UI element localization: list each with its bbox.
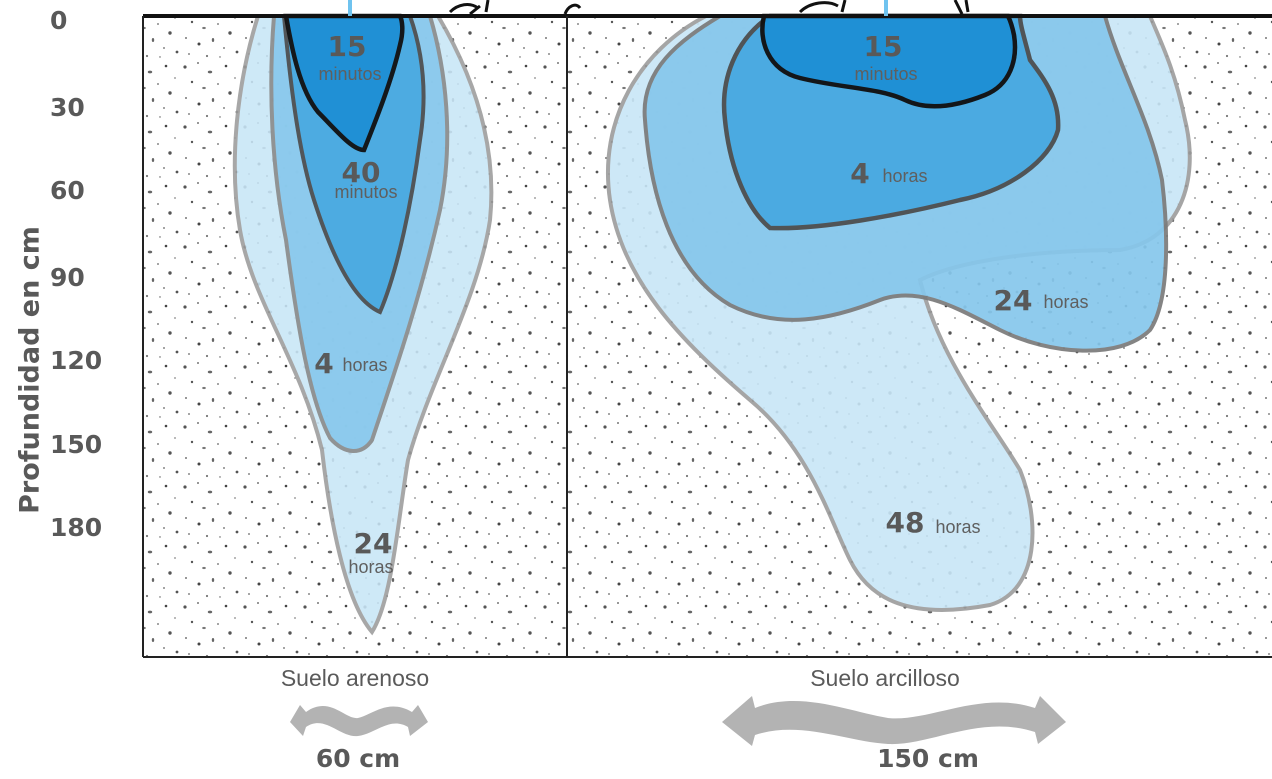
clay-emitter-icon [563,0,970,15]
sandy-width-label: 60 cm [315,744,401,773]
sandy-soil-label: Suelo arenoso [280,665,430,691]
y-axis-title: Profundidad en cm [14,226,46,514]
depth-tick-0: 0 [50,6,68,35]
clay-soil-plume [605,13,1192,612]
sandy-4h-value: 4 [314,347,333,380]
clay-width-label: 150 cm [877,744,979,773]
sandy-soil-plume [232,13,494,636]
sandy-24h-value: 24 [354,527,393,560]
sandy-15min-zone [283,13,405,153]
sandy-4h-unit: horas [342,355,387,375]
depth-tick-90: 90 [50,263,85,292]
sandy-width-arrow [290,705,428,737]
clay-24h-unit: horas [1043,292,1088,312]
clay-4h-value: 4 [850,157,869,190]
clay-48h-value: 48 [886,506,925,539]
depth-tick-180: 180 [50,513,103,542]
sandy-24h-unit: horas [348,557,393,577]
sandy-emitter-icon [448,0,490,16]
sandy-40min-unit: minutos [334,182,397,202]
clay-soil-label: Suelo arcilloso [810,665,960,691]
sandy-15min-value: 15 [328,30,367,63]
depth-tick-150: 150 [50,430,103,459]
depth-tick-30: 30 [50,93,85,122]
clay-15min-unit: minutos [854,64,917,84]
clay-15min-value: 15 [864,30,903,63]
clay-width-arrow [722,696,1066,746]
depth-tick-60: 60 [50,176,85,205]
sandy-15min-unit: minutos [318,64,381,84]
sandy-40min-value: 40 [342,156,381,189]
clay-48h-unit: horas [935,517,980,537]
clay-15min-zone [760,13,1018,109]
depth-tick-120: 120 [50,346,103,375]
clay-24h-value: 24 [994,284,1033,317]
clay-4h-unit: horas [882,166,927,186]
